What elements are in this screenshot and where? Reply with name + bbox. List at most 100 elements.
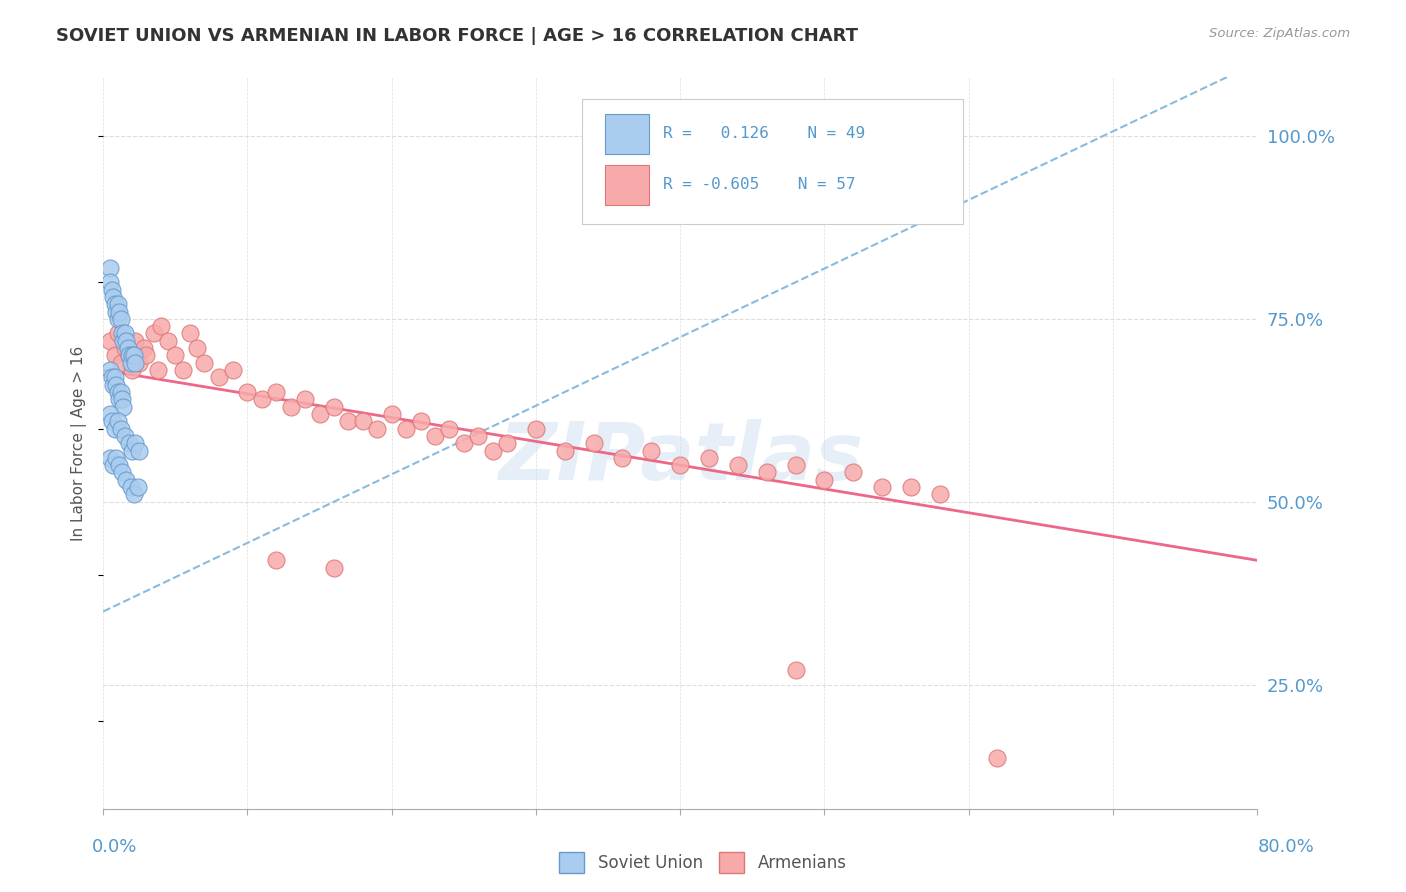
- Point: [366, 421, 388, 435]
- Point: [135, 348, 157, 362]
- Point: [395, 421, 418, 435]
- Point: [117, 341, 139, 355]
- Point: [122, 348, 145, 362]
- Point: [669, 458, 692, 472]
- Point: [142, 326, 165, 341]
- Point: [612, 450, 634, 465]
- Point: [146, 363, 169, 377]
- Point: [842, 466, 865, 480]
- Point: [100, 334, 122, 348]
- Point: [727, 458, 749, 472]
- Point: [107, 297, 129, 311]
- Point: [114, 326, 136, 341]
- Point: [467, 429, 489, 443]
- Point: [157, 334, 180, 348]
- Point: [100, 363, 122, 377]
- Point: [108, 304, 131, 318]
- Point: [193, 356, 215, 370]
- Point: [186, 341, 208, 355]
- Point: [337, 414, 360, 428]
- Point: [118, 348, 141, 362]
- Point: [409, 414, 432, 428]
- Point: [128, 443, 150, 458]
- Point: [323, 560, 346, 574]
- Text: Source: ZipAtlas.com: Source: ZipAtlas.com: [1209, 27, 1350, 40]
- Point: [107, 326, 129, 341]
- Point: [108, 392, 131, 407]
- Point: [439, 421, 461, 435]
- Point: [352, 414, 374, 428]
- Point: [110, 384, 132, 399]
- Point: [105, 377, 128, 392]
- Point: [100, 407, 122, 421]
- Point: [236, 384, 259, 399]
- Point: [124, 334, 146, 348]
- Point: [381, 407, 404, 421]
- Point: [111, 326, 134, 341]
- FancyBboxPatch shape: [582, 99, 963, 224]
- Point: [250, 392, 273, 407]
- Point: [118, 348, 141, 362]
- Point: [280, 400, 302, 414]
- Point: [103, 377, 125, 392]
- Point: [124, 436, 146, 450]
- Point: [294, 392, 316, 407]
- Point: [266, 553, 288, 567]
- Point: [115, 473, 138, 487]
- Point: [104, 348, 127, 362]
- Text: SOVIET UNION VS ARMENIAN IN LABOR FORCE | AGE > 16 CORRELATION CHART: SOVIET UNION VS ARMENIAN IN LABOR FORCE …: [56, 27, 858, 45]
- Point: [165, 348, 187, 362]
- Point: [107, 384, 129, 399]
- Point: [103, 290, 125, 304]
- FancyBboxPatch shape: [605, 114, 650, 154]
- Point: [124, 356, 146, 370]
- Point: [120, 480, 142, 494]
- Point: [755, 466, 778, 480]
- Point: [496, 436, 519, 450]
- Point: [179, 326, 201, 341]
- Point: [108, 458, 131, 472]
- Point: [115, 334, 138, 348]
- Point: [222, 363, 245, 377]
- Point: [100, 450, 122, 465]
- Point: [132, 341, 155, 355]
- Point: [100, 275, 122, 289]
- Point: [149, 319, 172, 334]
- Legend: Soviet Union, Armenians: Soviet Union, Armenians: [553, 846, 853, 880]
- Point: [101, 370, 124, 384]
- Point: [785, 458, 807, 472]
- Y-axis label: In Labor Force | Age > 16: In Labor Force | Age > 16: [72, 345, 87, 541]
- Point: [118, 436, 141, 450]
- Point: [554, 443, 576, 458]
- Point: [101, 283, 124, 297]
- Point: [785, 663, 807, 677]
- Text: 80.0%: 80.0%: [1258, 838, 1315, 856]
- Point: [104, 297, 127, 311]
- Point: [101, 414, 124, 428]
- Point: [481, 443, 503, 458]
- Point: [122, 487, 145, 501]
- Point: [986, 751, 1008, 765]
- Point: [928, 487, 950, 501]
- Point: [423, 429, 446, 443]
- Text: ZIPatlas: ZIPatlas: [498, 419, 863, 497]
- Point: [121, 348, 143, 362]
- Point: [813, 473, 835, 487]
- Point: [105, 450, 128, 465]
- Point: [103, 458, 125, 472]
- Point: [112, 400, 135, 414]
- Point: [107, 414, 129, 428]
- Point: [120, 356, 142, 370]
- Point: [107, 311, 129, 326]
- Point: [114, 429, 136, 443]
- Point: [127, 480, 149, 494]
- Point: [105, 304, 128, 318]
- Point: [207, 370, 229, 384]
- Point: [110, 356, 132, 370]
- Point: [870, 480, 893, 494]
- Point: [104, 421, 127, 435]
- Point: [128, 356, 150, 370]
- Point: [323, 400, 346, 414]
- Point: [308, 407, 330, 421]
- Point: [453, 436, 475, 450]
